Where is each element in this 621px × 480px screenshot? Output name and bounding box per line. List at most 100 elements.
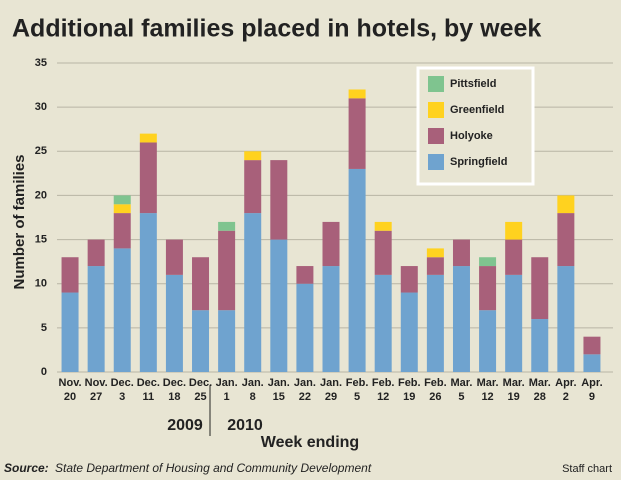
bar-segment [192,257,210,311]
bar-segment [400,292,418,372]
chart-title: Additional families placed in hotels, by… [12,15,541,43]
bar-segment [322,266,340,372]
x-tick-label: Jan. 29 [320,377,342,403]
bar-segment [531,257,549,320]
bar-segment [531,319,549,372]
bar-segment [374,221,392,231]
credit: Staff chart [562,463,612,475]
bar-segment [426,257,444,275]
x-tick-label: Nov. 27 [85,377,108,403]
y-tick-label: 0 [41,366,47,378]
bar-segment [583,354,601,372]
legend-swatch [428,154,444,170]
bar-segment [557,195,575,214]
bar-segment [479,266,497,311]
bar-segment [296,266,314,284]
legend-label: Greenfield [450,104,504,116]
bar-segment [218,310,236,372]
bar-segment [218,230,236,311]
bar-segment [270,160,288,240]
bar-segment [583,336,601,355]
x-tick-label: Jan. 15 [268,377,290,403]
year-label: 2009 [167,417,203,434]
bar-segment [374,230,392,275]
bar-segment [113,195,131,205]
bar-segment [113,248,131,372]
bar-segment [139,133,157,143]
bar-segment [87,239,105,267]
bar-segment [400,266,418,293]
bar-segment [192,310,210,372]
bar-segment [139,213,157,372]
x-tick-label: Apr. 2 [555,377,576,403]
bar-segment [452,266,470,372]
x-tick-label: Jan. 22 [294,377,316,403]
source: State Department of Housing and Communit… [55,461,372,475]
x-tick-label: Mar. 28 [529,377,551,403]
x-tick-label: Mar. 19 [503,377,525,403]
bar-segment [87,266,105,372]
bar-segment [165,274,183,372]
bar-segment [61,292,79,372]
bar-segment [557,266,575,372]
year-label: 2010 [227,417,263,434]
bar-segment [557,213,575,267]
bar-segment [296,283,314,372]
bar-segment [113,204,131,214]
bar-segment [505,239,523,275]
bar-segment [452,239,470,267]
x-tick-label: Jan. 8 [242,377,264,403]
bar-segment [244,213,262,372]
x-tick-label: Feb. 12 [372,377,395,403]
bar-segment [165,239,183,275]
bar-segment [426,274,444,372]
bar-segment [270,239,288,372]
y-axis-label: Number of families [11,154,28,289]
y-tick-label: 30 [35,101,47,113]
y-tick-label: 5 [41,322,47,334]
bar-segment [348,89,366,99]
y-tick-label: 10 [35,278,47,290]
bar-segment [426,248,444,258]
x-tick-label: Dec. 18 [163,377,186,403]
x-tick-label: Mar. 5 [450,377,472,403]
y-tick-label: 20 [35,189,47,201]
x-tick-label: Feb. 26 [424,377,447,403]
x-axis-label: Week ending [261,434,359,451]
bar-segment [479,310,497,372]
bar-segment [505,221,523,240]
legend-swatch [428,128,444,144]
legend-swatch [428,102,444,118]
x-tick-label: Mar. 12 [477,377,499,403]
y-tick-label: 35 [35,57,47,69]
x-tick-label: Dec. 25 [189,377,212,403]
x-tick-label: Feb. 5 [346,377,369,403]
x-tick-label: Apr. 9 [581,377,602,403]
bar-segment [374,274,392,372]
bar-segment [113,213,131,249]
bar-segment [244,160,262,214]
bar-segment [505,274,523,372]
bar-segment [61,257,79,293]
bar-segment [244,151,262,161]
y-tick-label: 15 [35,233,47,245]
legend-swatch [428,76,444,92]
bar-segment [218,221,236,231]
legend-label: Holyoke [450,130,493,142]
bar-segment [348,98,366,169]
y-tick-label: 25 [35,145,47,157]
legend: Springfield Holyoke Greenfield Pittsfield [416,66,535,186]
x-tick-label: Feb. 19 [398,377,421,403]
bar-segment [348,168,366,372]
x-tick-label: Dec. 11 [137,377,160,403]
x-tick-label: Nov. 20 [59,377,82,403]
legend-label: Pittsfield [450,78,496,90]
x-tick-label: Dec. 3 [111,377,134,403]
bar-segment [139,142,157,214]
legend-label: Springfield [450,156,507,168]
x-tick-label: Jan. 1 [216,377,238,403]
bar-segment [479,257,497,267]
bar-segment [322,221,340,267]
source-label: Source: [4,461,49,475]
